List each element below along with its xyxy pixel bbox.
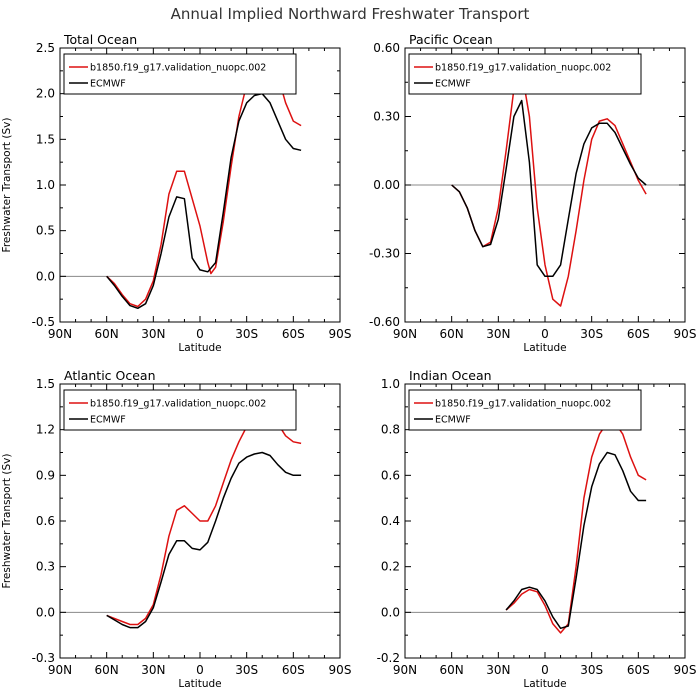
legend-box: [408, 389, 642, 431]
y-tick-label: 0.6: [381, 468, 400, 482]
x-tick-label: 60S: [282, 663, 305, 677]
y-tick-label: 0.2: [381, 560, 400, 574]
y-tick-label: 0.6: [36, 514, 55, 528]
series-line-model: [106, 412, 302, 626]
legend-label: ECMWF: [90, 415, 126, 426]
x-tick-label: 60S: [282, 327, 305, 341]
legend: b1850.f19_g17.validation_nuopc.002 ECMWF: [63, 389, 297, 431]
y-tick-label: 1.0: [36, 178, 55, 192]
x-tick-label: 60N: [440, 663, 464, 677]
y-tick-label: -0.5: [32, 315, 55, 329]
panel-atlantic-ocean: Atlantic Ocean 90N 60N 30N 0 30S 60S 90S -0.3 0.0…: [1, 368, 351, 690]
x-tick-label: 30S: [580, 663, 603, 677]
x-tick-label: 0: [541, 663, 549, 677]
y-tick-label: 1.5: [36, 377, 55, 391]
x-tick-label: 60S: [627, 663, 650, 677]
y-tick-label: 1.5: [36, 132, 55, 146]
y-tick-label: 0.9: [36, 468, 55, 482]
series-line-model: [451, 70, 647, 307]
legend-label: b1850.f19_g17.validation_nuopc.002: [90, 63, 266, 74]
legend: b1850.f19_g17.validation_nuopc.002 ECMWF: [408, 389, 642, 431]
panel-title: Indian Ocean: [409, 368, 492, 383]
panel-title: Atlantic Ocean: [64, 368, 156, 383]
y-tick-label: 0.60: [373, 41, 400, 55]
x-tick-label: 30N: [141, 327, 165, 341]
x-tick-label: 90N: [393, 663, 417, 677]
x-tick-label: 0: [196, 663, 204, 677]
x-tick-label: 30S: [580, 327, 603, 341]
series-line-ecmwf: [505, 451, 647, 630]
x-tick-label: 90S: [329, 327, 352, 341]
y-tick-label: 0.0: [36, 605, 55, 619]
x-tick-label: 90S: [674, 327, 697, 341]
legend-box: [408, 53, 642, 95]
y-axis-label: Freshwater Transport (Sv): [1, 118, 13, 253]
panel-title: Pacific Ocean: [409, 32, 493, 47]
x-tick-label: 90S: [329, 663, 352, 677]
y-tick-label: 0.0: [381, 605, 400, 619]
legend-box: [63, 389, 297, 431]
legend: b1850.f19_g17.validation_nuopc.002 ECMWF: [408, 53, 642, 95]
series-line-ecmwf: [106, 92, 302, 310]
x-axis-label: Latitude: [523, 342, 566, 354]
series-line-ecmwf: [451, 99, 647, 278]
panel-indian-ocean: Indian Ocean 90N 60N 30N 0 30S 60S 90S -0.2 0.0 0.…: [377, 368, 697, 690]
x-tick-label: 60S: [627, 327, 650, 341]
y-tick-label: 0.0: [36, 269, 55, 283]
panel-pacific-ocean: Pacific Ocean 90N 60N 30N 0 30S 60S 90S -0.60 -0.…: [369, 32, 697, 354]
y-tick-label: 0.00: [373, 178, 400, 192]
x-tick-label: 90N: [48, 663, 72, 677]
legend-label: b1850.f19_g17.validation_nuopc.002: [435, 63, 611, 74]
series-line-model: [505, 422, 647, 634]
y-tick-label: 0.5: [36, 224, 55, 238]
y-tick-label: 0.3: [36, 560, 55, 574]
legend: b1850.f19_g17.validation_nuopc.002 ECMWF: [63, 53, 297, 95]
x-tick-label: 60N: [95, 327, 119, 341]
y-tick-label: 0.30: [373, 110, 400, 124]
series-line-ecmwf: [106, 451, 302, 629]
x-tick-label: 0: [541, 327, 549, 341]
x-tick-label: 30S: [235, 327, 258, 341]
legend-label: ECMWF: [435, 415, 471, 426]
x-tick-label: 60N: [95, 663, 119, 677]
x-axis-label: Latitude: [178, 342, 221, 354]
y-tick-label: 1.2: [36, 423, 55, 437]
x-tick-label: 90N: [48, 327, 72, 341]
x-tick-label: 90S: [674, 663, 697, 677]
x-axis-label: Latitude: [178, 678, 221, 690]
y-tick-label: 0.4: [381, 514, 400, 528]
legend-label: ECMWF: [90, 79, 126, 90]
y-tick-label: 2.0: [36, 87, 55, 101]
x-axis-label: Latitude: [523, 678, 566, 690]
legend-box: [63, 53, 297, 95]
x-tick-label: 30N: [141, 663, 165, 677]
y-tick-label: 0.8: [381, 423, 400, 437]
x-tick-label: 30S: [235, 663, 258, 677]
legend-label: b1850.f19_g17.validation_nuopc.002: [90, 399, 266, 410]
figure-title: Annual Implied Northward Freshwater Tran…: [171, 5, 530, 23]
x-tick-label: 60N: [440, 327, 464, 341]
legend-label: b1850.f19_g17.validation_nuopc.002: [435, 399, 611, 410]
y-tick-label: 2.5: [36, 41, 55, 55]
y-tick-label: -0.30: [369, 247, 400, 261]
panel-title: Total Ocean: [63, 32, 137, 47]
x-tick-label: 90N: [393, 327, 417, 341]
y-tick-label: -0.3: [32, 651, 55, 665]
y-tick-label: 1.0: [381, 377, 400, 391]
panel-total-ocean: Total Ocean 90N 60N 30N 0 30S 60S 90S -0.5 0.0 0.5…: [1, 32, 351, 354]
y-tick-label: -0.60: [369, 315, 400, 329]
y-axis-label: Freshwater Transport (Sv): [1, 454, 13, 589]
y-tick-label: -0.2: [377, 651, 400, 665]
x-tick-label: 30N: [486, 327, 510, 341]
x-tick-label: 0: [196, 327, 204, 341]
x-tick-label: 30N: [486, 663, 510, 677]
legend-label: ECMWF: [435, 79, 471, 90]
